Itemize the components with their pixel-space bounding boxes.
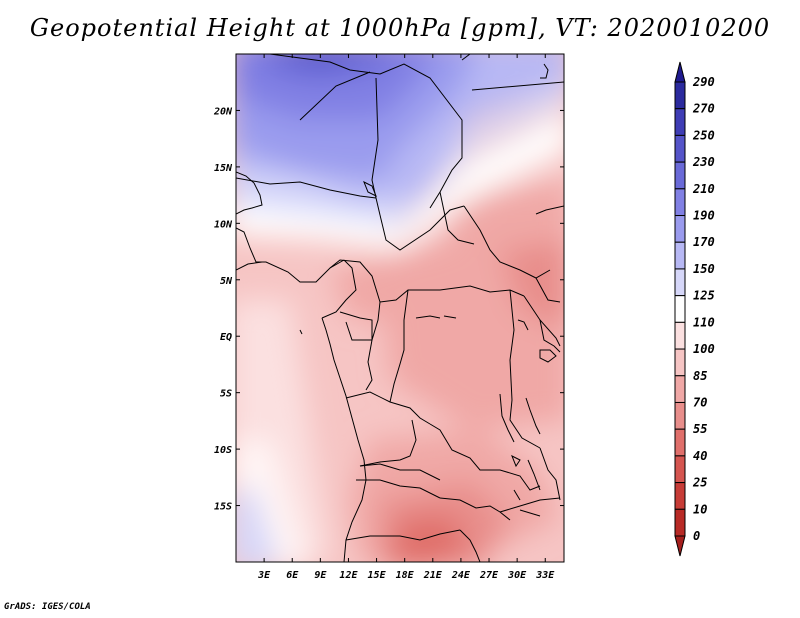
colorbar-label: 170 (693, 235, 715, 249)
colorbar-swatch (674, 134, 686, 163)
colorbar-swatch (674, 81, 686, 110)
colorbar-label: 25 (692, 476, 707, 490)
lat-tick-label: 5S (220, 389, 232, 400)
colorbar-swatch (674, 268, 686, 297)
lon-tick-label: 33E (535, 570, 555, 581)
colorbar-swatch (674, 375, 686, 403)
colorbar-swatch (674, 108, 686, 136)
colorbar-swatch (674, 215, 686, 243)
lon-tick-label: 6E (286, 570, 299, 581)
colorbar-label: 230 (692, 155, 715, 169)
lon-tick-label: 24E (451, 570, 471, 581)
colorbar-swatch (674, 161, 686, 190)
lat-tick-label: 15S (214, 502, 232, 513)
lon-tick-label: 15E (368, 570, 387, 581)
colorbar-swatch (674, 188, 686, 217)
colorbar: 2902702502302101901701501251101008570554… (674, 61, 715, 557)
lat-tick-label: EQ (220, 332, 232, 343)
lon-tick-label: 30E (507, 570, 527, 581)
colorbar-label: 40 (693, 449, 707, 463)
colorbar-swatch (674, 482, 686, 510)
colorbar-swatch (674, 455, 686, 484)
colorbar-swatch (674, 508, 686, 537)
colorbar-label: 70 (693, 395, 707, 409)
lon-tick-label: 27E (479, 570, 499, 581)
colorbar-label: 150 (693, 262, 715, 276)
country-boundaries (236, 54, 564, 562)
map-field (236, 54, 564, 562)
lat-tick-label: 20N (213, 106, 233, 117)
colorbar-label: 10 (693, 502, 707, 516)
colorbar-label: 125 (693, 289, 715, 303)
chart-title: Geopotential Height at 1000hPa [gpm], VT… (29, 14, 771, 42)
lat-tick-label: 15N (214, 163, 233, 174)
axes: 3E 6E 9E 12E 15E 18E 21E 24E 27E 30E 33E 20N 15N 10N 5… (213, 54, 564, 581)
colorbar-swatch (674, 241, 686, 270)
lon-tick-label: 12E (339, 570, 358, 581)
lon-tick-label: 9E (314, 570, 327, 581)
colorbar-swatch (674, 295, 686, 323)
lat-tick-label: 10S (214, 445, 232, 456)
colorbar-label: 110 (693, 315, 715, 329)
colorbar-label: 210 (692, 182, 715, 196)
lat-tick-label: 5N (220, 276, 233, 287)
colorbar-label: 290 (692, 75, 715, 89)
colorbar-label: 270 (692, 102, 715, 116)
colorbar-label: 85 (693, 369, 707, 383)
colorbar-label: 100 (693, 342, 715, 356)
map-frame (235, 53, 565, 563)
colorbar-label: 250 (692, 128, 715, 142)
lon-tick-label: 3E (257, 570, 271, 581)
colorbar-label: 55 (693, 422, 707, 436)
colorbar-swatch (674, 428, 686, 457)
lat-tick-label: 10N (214, 219, 233, 230)
lon-tick-label: 21E (423, 570, 443, 581)
colorbar-swatch (674, 401, 686, 430)
credit-text: GrADS: IGES/COLA (4, 602, 91, 612)
colorbar-cap-top (674, 61, 686, 83)
colorbar-swatch (674, 321, 686, 350)
lon-tick-label: 18E (396, 570, 415, 581)
colorbar-swatch (674, 348, 686, 377)
colorbar-cap-bottom (674, 535, 686, 557)
colorbar-label: 190 (693, 209, 715, 223)
colorbar-label: 0 (693, 529, 700, 543)
